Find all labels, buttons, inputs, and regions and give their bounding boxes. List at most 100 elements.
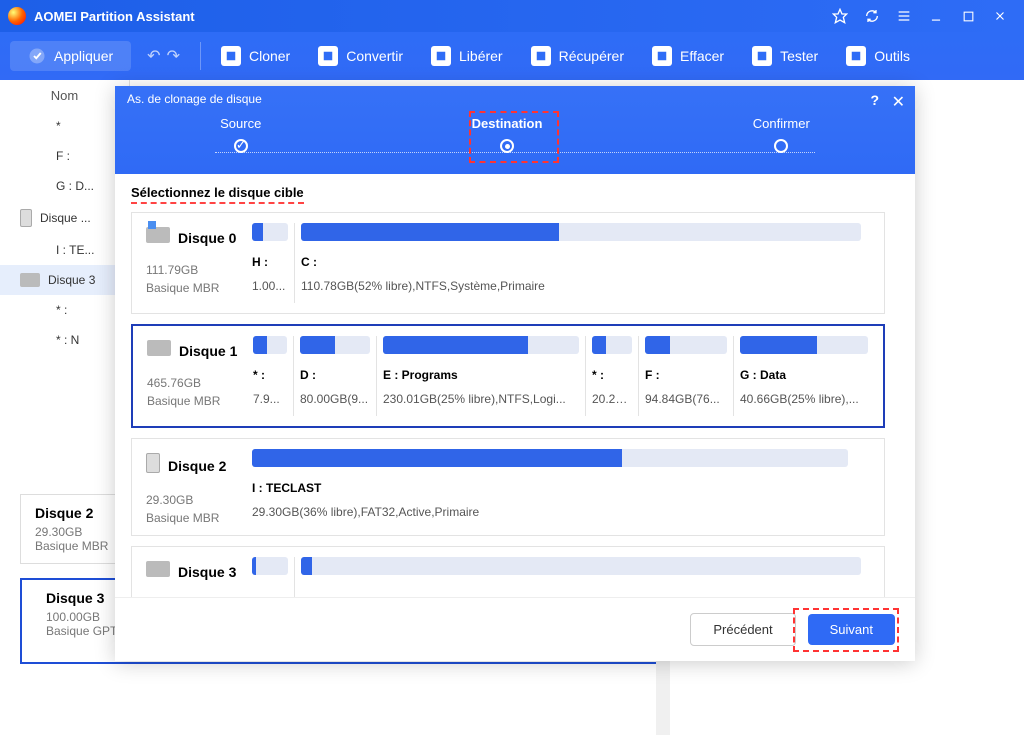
- partition-label: C :: [301, 255, 861, 269]
- disk-type: Basique MBR: [146, 281, 252, 295]
- disk-size: 111.79GB: [146, 263, 252, 277]
- partition[interactable]: * : 7.9...: [253, 336, 287, 416]
- disk-icon: [147, 340, 171, 356]
- step-source[interactable]: Source: [220, 116, 261, 153]
- disk-item[interactable]: Disque 1465.76GBBasique MBR* :7.9...D :8…: [131, 324, 885, 428]
- bg-row[interactable]: *: [0, 111, 129, 141]
- partition-detail: 94.84GB(76...: [645, 392, 727, 406]
- disk-icon: [146, 453, 160, 473]
- tool-icon: [531, 46, 551, 66]
- tool-icon: [318, 46, 338, 66]
- refresh-icon[interactable]: [856, 0, 888, 32]
- disk-name: Disque 0: [178, 230, 236, 246]
- tool-tester[interactable]: Tester: [738, 40, 832, 72]
- disk-icon: [146, 561, 170, 577]
- destination-highlight: [469, 111, 559, 163]
- partition-detail: 80.00GB(9...: [300, 392, 370, 406]
- maximize-icon[interactable]: [952, 0, 984, 32]
- partition-detail: 110.78GB(52% libre),NTFS,Système,Primair…: [301, 279, 861, 293]
- step-confirm-label: Confirmer: [753, 116, 810, 131]
- redo-icon[interactable]: ↷: [167, 46, 180, 66]
- tool-icon: [846, 46, 866, 66]
- next-button[interactable]: Suivant: [808, 614, 895, 645]
- star-icon[interactable]: [824, 0, 856, 32]
- partition-detail: 20.24...: [592, 392, 632, 406]
- bg-row[interactable]: Disque 3: [0, 265, 129, 295]
- disk-item[interactable]: Disque 3100.00GBBasique GPT: [131, 546, 885, 597]
- disk-list[interactable]: Disque 0111.79GBBasique MBRH :1.00...C :…: [131, 212, 899, 597]
- app-logo: [8, 7, 26, 25]
- partition-detail: 7.9...: [253, 392, 287, 406]
- partition-detail: 1.00...: [252, 279, 288, 293]
- menu-icon[interactable]: [888, 0, 920, 32]
- step-confirm[interactable]: Confirmer: [753, 116, 810, 153]
- drive-icon: [20, 209, 32, 227]
- bg-row[interactable]: G : D...: [0, 171, 129, 201]
- apply-label: Appliquer: [54, 48, 113, 64]
- partition-label: * :: [592, 368, 632, 382]
- partition[interactable]: F : 94.84GB(76...: [645, 336, 727, 416]
- close-icon[interactable]: [984, 0, 1016, 32]
- dialog-footer: Précédent Suivant: [115, 597, 915, 661]
- dialog-header: As. de clonage de disque ? ✕ Source Dest…: [115, 86, 915, 174]
- previous-button[interactable]: Précédent: [690, 613, 795, 646]
- undo-icon[interactable]: ↶: [147, 46, 160, 66]
- tool-récupérer[interactable]: Récupérer: [517, 40, 638, 72]
- bg-row[interactable]: F :: [0, 141, 129, 171]
- partition-label: I : TECLAST: [252, 481, 848, 495]
- partition[interactable]: [301, 557, 861, 597]
- tool-outils[interactable]: Outils: [832, 40, 924, 72]
- partition-detail: 29.30GB(36% libre),FAT32,Active,Primaire: [252, 505, 848, 519]
- partition-label: G : Data: [740, 368, 868, 382]
- tool-convertir[interactable]: Convertir: [304, 40, 417, 72]
- disk-name: Disque 3: [178, 564, 236, 580]
- help-icon[interactable]: ?: [870, 92, 879, 108]
- check-icon: [234, 139, 248, 153]
- disk-size: 465.76GB: [147, 376, 253, 390]
- disk-item[interactable]: Disque 0 111.79GB Basique MBRH :1.00... C :…: [131, 212, 885, 314]
- bg-disk3-name: Disque 3: [46, 590, 117, 606]
- disk-type: Basique MBR: [147, 394, 253, 408]
- dialog-close-icon[interactable]: ✕: [892, 92, 905, 112]
- titlebar: AOMEI Partition Assistant: [0, 0, 1024, 32]
- tool-icon: [752, 46, 772, 66]
- tool-effacer[interactable]: Effacer: [638, 40, 738, 72]
- partition[interactable]: I : TECLAST 29.30GB(36% libre),FAT32,Acti…: [252, 449, 848, 525]
- bg-row[interactable]: I : TE...: [0, 235, 129, 265]
- disk-icon: [146, 227, 170, 243]
- partition[interactable]: [252, 557, 288, 597]
- disk-type: Basique MBR: [146, 511, 252, 525]
- bg-row[interactable]: * : N: [0, 325, 129, 355]
- disk-name: Disque 1: [179, 343, 237, 359]
- tool-cloner[interactable]: Cloner: [207, 40, 304, 72]
- tool-icon: [652, 46, 672, 66]
- tool-libérer[interactable]: Libérer: [417, 40, 517, 72]
- dialog-title: As. de clonage de disque: [127, 92, 262, 106]
- clone-dialog: As. de clonage de disque ? ✕ Source Dest…: [115, 86, 915, 661]
- radio-icon: [774, 139, 788, 153]
- partition[interactable]: G : Data 40.66GB(25% libre),...: [740, 336, 868, 416]
- app-title: AOMEI Partition Assistant: [34, 9, 195, 24]
- bg-left-panel: Nom *F :G : D...Disque ...I : TE...Disqu…: [0, 80, 130, 355]
- partition-detail: 40.66GB(25% libre),...: [740, 392, 868, 406]
- bg-row[interactable]: * :: [0, 295, 129, 325]
- apply-button[interactable]: Appliquer: [10, 41, 131, 71]
- disk-name: Disque 2: [168, 458, 226, 474]
- disk-size: 29.30GB: [146, 493, 252, 507]
- disk-item[interactable]: Disque 2 29.30GB Basique MBR I : TECLAST 29.…: [131, 438, 885, 536]
- step-source-label: Source: [220, 116, 261, 131]
- toolbar: Appliquer ↶ ↷ ClonerConvertirLibérerRécu…: [0, 32, 1024, 80]
- partition-label: F :: [645, 368, 727, 382]
- partition[interactable]: * : 20.24...: [592, 336, 632, 416]
- bg-row[interactable]: Disque ...: [0, 201, 129, 235]
- partition-label: * :: [253, 368, 287, 382]
- subtitle: Sélectionnez le disque cible: [131, 185, 304, 204]
- partition[interactable]: H :1.00...: [252, 223, 288, 303]
- partition[interactable]: C : 110.78GB(52% libre),NTFS,Système,Prim…: [301, 223, 861, 303]
- drive-icon: [20, 273, 40, 287]
- tool-icon: [431, 46, 451, 66]
- minimize-icon[interactable]: [920, 0, 952, 32]
- partition-detail: 230.01GB(25% libre),NTFS,Logi...: [383, 392, 579, 406]
- partition[interactable]: D :80.00GB(9...: [300, 336, 370, 416]
- partition[interactable]: E : Programs230.01GB(25% libre),NTFS,Log…: [383, 336, 579, 416]
